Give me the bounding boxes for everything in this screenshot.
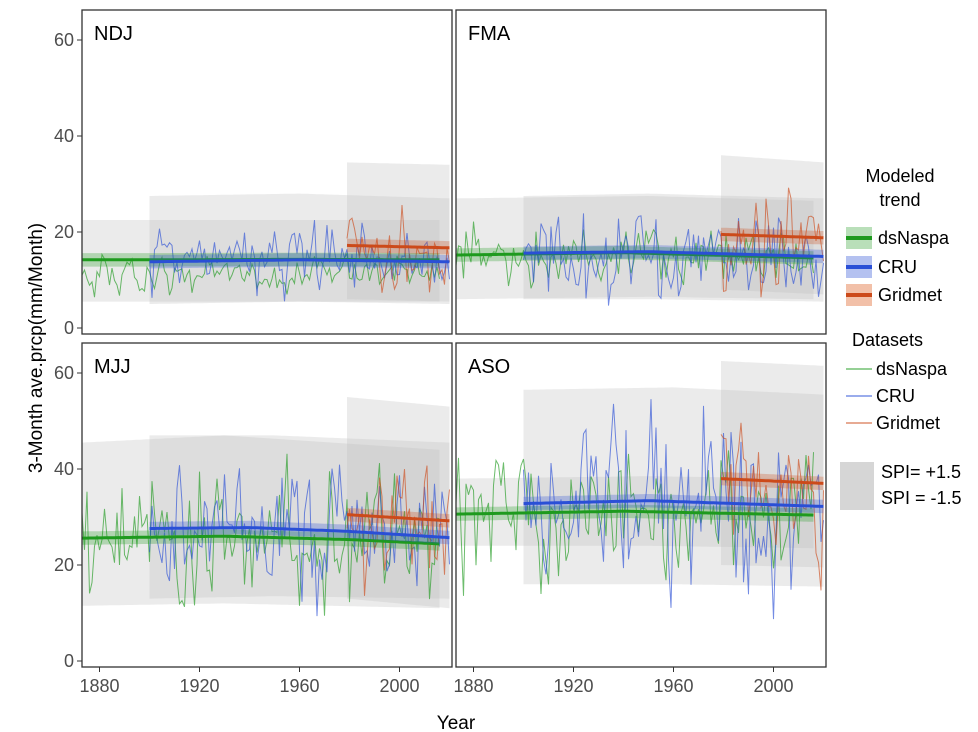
x-tick-label-aso-1920: 1920 (553, 676, 593, 696)
legend-spi-high: SPI= +1.5 (881, 462, 961, 482)
trend-ci-fma-dsnaspa (456, 245, 814, 265)
spi-band-fma-cru (523, 193, 824, 302)
legend-dataset-item-cru: CRU (876, 386, 915, 406)
trend-line-fma-cru (523, 250, 824, 258)
x-tick-label-aso-1880: 1880 (453, 676, 493, 696)
panel-title-ndj: NDJ (94, 23, 133, 45)
y-tick-label-mjj-20: 20 (54, 555, 74, 575)
trend-line-fma-gridmet (720, 232, 824, 240)
spi-band-mjj-gridmet (347, 397, 450, 609)
x-tick-label-mjj-1880: 1880 (79, 676, 119, 696)
panel-title-aso: ASO (468, 356, 510, 378)
y-tick-label-ndj-60: 60 (54, 30, 74, 50)
x-tick-label-mjj-1920: 1920 (179, 676, 219, 696)
panel-fma-frame (455, 9, 827, 335)
panel-title-fma: FMA (468, 23, 511, 45)
legend-spi-low: SPI = -1.5 (881, 488, 962, 508)
data-line-fma-dsnaspa (456, 221, 814, 289)
legend-dataset-item-gridmet: Gridmet (876, 413, 940, 433)
legend-trend-item-dsnaspa: dsNaspa (878, 228, 950, 248)
y-tick-label-ndj-0: 0 (64, 318, 74, 338)
trend-line-mjj-cru (149, 526, 450, 540)
legend-dataset-item-dsnaspa: dsNaspa (876, 359, 948, 379)
trend-ci-mjj-dsnaspa (82, 529, 440, 551)
data-line-ndj-dsnaspa (82, 252, 440, 298)
y-tick-label-ndj-20: 20 (54, 222, 74, 242)
spi-band-ndj-gridmet (347, 162, 450, 302)
trend-line-aso-dsnaspa (456, 509, 814, 517)
trend-line-aso-gridmet (720, 477, 824, 485)
trend-ci-aso-cru (523, 494, 824, 514)
panel-ndj-frame (81, 9, 453, 335)
spi-band-aso-cru (523, 387, 824, 587)
trend-ci-fma-cru (523, 245, 824, 264)
spi-band-ndj-cru (149, 193, 450, 304)
spi-band-fma-gridmet (721, 155, 824, 295)
legend-trend-title-line1: Modeled (865, 166, 934, 186)
trend-line-mjj-dsnaspa (82, 534, 440, 546)
legend-key-spi-band (840, 462, 874, 510)
x-tick-label-aso-1960: 1960 (653, 676, 693, 696)
y-tick-label-mjj-60: 60 (54, 363, 74, 383)
trend-ci-aso-dsnaspa (456, 504, 814, 522)
data-line-ndj-gridmet (346, 204, 450, 293)
trend-line-aso-cru (523, 499, 824, 508)
legend-trend-item-cru: CRU (878, 257, 917, 277)
x-tick-label-mjj-1960: 1960 (279, 676, 319, 696)
panels-layer: NDJ 0 20 40 60 FMA MJJ 0 20 40 60 1880 1920 1960 2000 A… (54, 9, 827, 696)
y-tick-label-ndj-40: 40 (54, 126, 74, 146)
data-line-mjj-gridmet (346, 465, 450, 596)
legend-trend-item-gridmet: Gridmet (878, 285, 942, 305)
data-line-fma-cru (523, 213, 824, 306)
y-axis-title: 3-Month ave.prcp(mm/Month) (26, 223, 47, 473)
data-line-mjj-cru (149, 464, 450, 617)
panel-aso-plot (456, 361, 824, 620)
legend-datasets-title: Datasets (852, 330, 923, 350)
panel-mjj-frame (81, 342, 453, 668)
trend-line-ndj-cru (149, 258, 450, 264)
panel-fma-plot (456, 155, 824, 306)
trend-line-ndj-gridmet (346, 243, 450, 250)
x-tick-label-aso-2000: 2000 (753, 676, 793, 696)
data-line-ndj-cru (149, 220, 450, 302)
panel-aso-frame (455, 342, 827, 668)
y-tick-label-mjj-40: 40 (54, 459, 74, 479)
trend-line-mjj-gridmet (346, 513, 450, 523)
x-tick-label-mjj-2000: 2000 (379, 676, 419, 696)
x-axis-title: Year (437, 713, 476, 732)
y-tick-label-mjj-0: 0 (64, 651, 74, 671)
panel-ndj-plot (82, 162, 450, 304)
panel-mjj-plot (82, 397, 450, 617)
legend-trend-title-line2: trend (879, 190, 920, 210)
legend: Modeled trend dsNaspa CRU Gridmet Datase… (840, 166, 962, 510)
panel-title-mjj: MJJ (94, 356, 131, 378)
